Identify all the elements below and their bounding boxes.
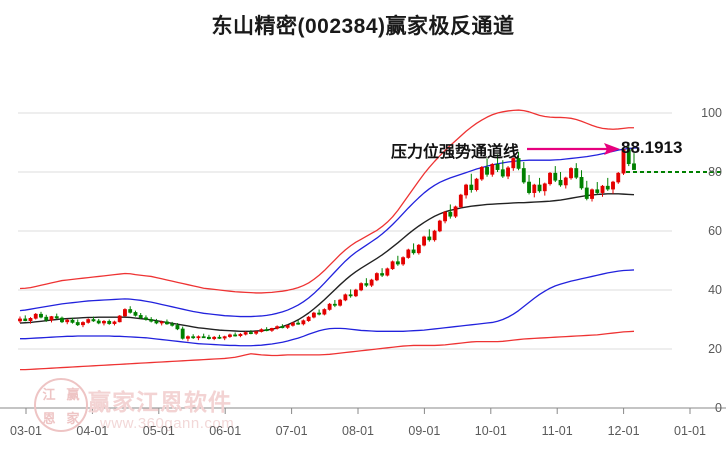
watermark-url: www.360gann.com [100, 415, 235, 432]
annotation-arrow [527, 143, 620, 155]
seal-char-2: 赢 [66, 386, 80, 402]
seal-char-1: 江 [42, 386, 56, 402]
seal-char-4: 家 [66, 410, 80, 426]
y-axis-tick-label: 20 [708, 342, 722, 356]
y-axis-tick-label: 60 [708, 224, 722, 238]
gridlines [18, 112, 672, 409]
page-title: 东山精密(002384)赢家极反通道 [211, 15, 515, 38]
resistance-line-label: 压力位强势通道线 [391, 144, 520, 161]
channel-bands [19, 109, 640, 371]
watermark-seal: 江 赢 恩 家 [34, 378, 88, 432]
x-axis-tick-label: 09-01 [408, 424, 441, 438]
x-axis-tick-label: 03-01 [10, 424, 42, 438]
x-axis-tick-label: 07-01 [275, 424, 308, 438]
x-axis-tick-label: 05-01 [142, 424, 175, 438]
seal-characters: 江 赢 恩 家 [34, 378, 88, 432]
resistance-line-value: 88.1913 [621, 138, 683, 157]
x-axis-tick-label: 06-01 [209, 424, 242, 438]
x-axis-tick-label: 08-01 [342, 424, 374, 438]
seal-char-3: 恩 [42, 410, 56, 426]
x-axis-tick-label: 12-01 [607, 424, 640, 438]
y-axis-tick-label: 0 [715, 401, 722, 415]
x-axis-tick-label: 10-01 [474, 424, 507, 438]
y-axis-tick-label: 100 [701, 106, 722, 120]
x-axis-ticks [0, 407, 726, 414]
y-axis-tick-label: 40 [708, 283, 722, 297]
y-axis-tick-label: 80 [708, 165, 722, 179]
x-axis-tick-label: 04-01 [76, 424, 109, 438]
candlestick-series [18, 142, 636, 342]
seal-ring [34, 378, 88, 432]
x-axis-tick-label: 01-01 [674, 424, 706, 438]
x-axis-tick-label: 11-01 [541, 424, 573, 438]
watermark-brand: 赢家江恩软件 [88, 389, 232, 415]
